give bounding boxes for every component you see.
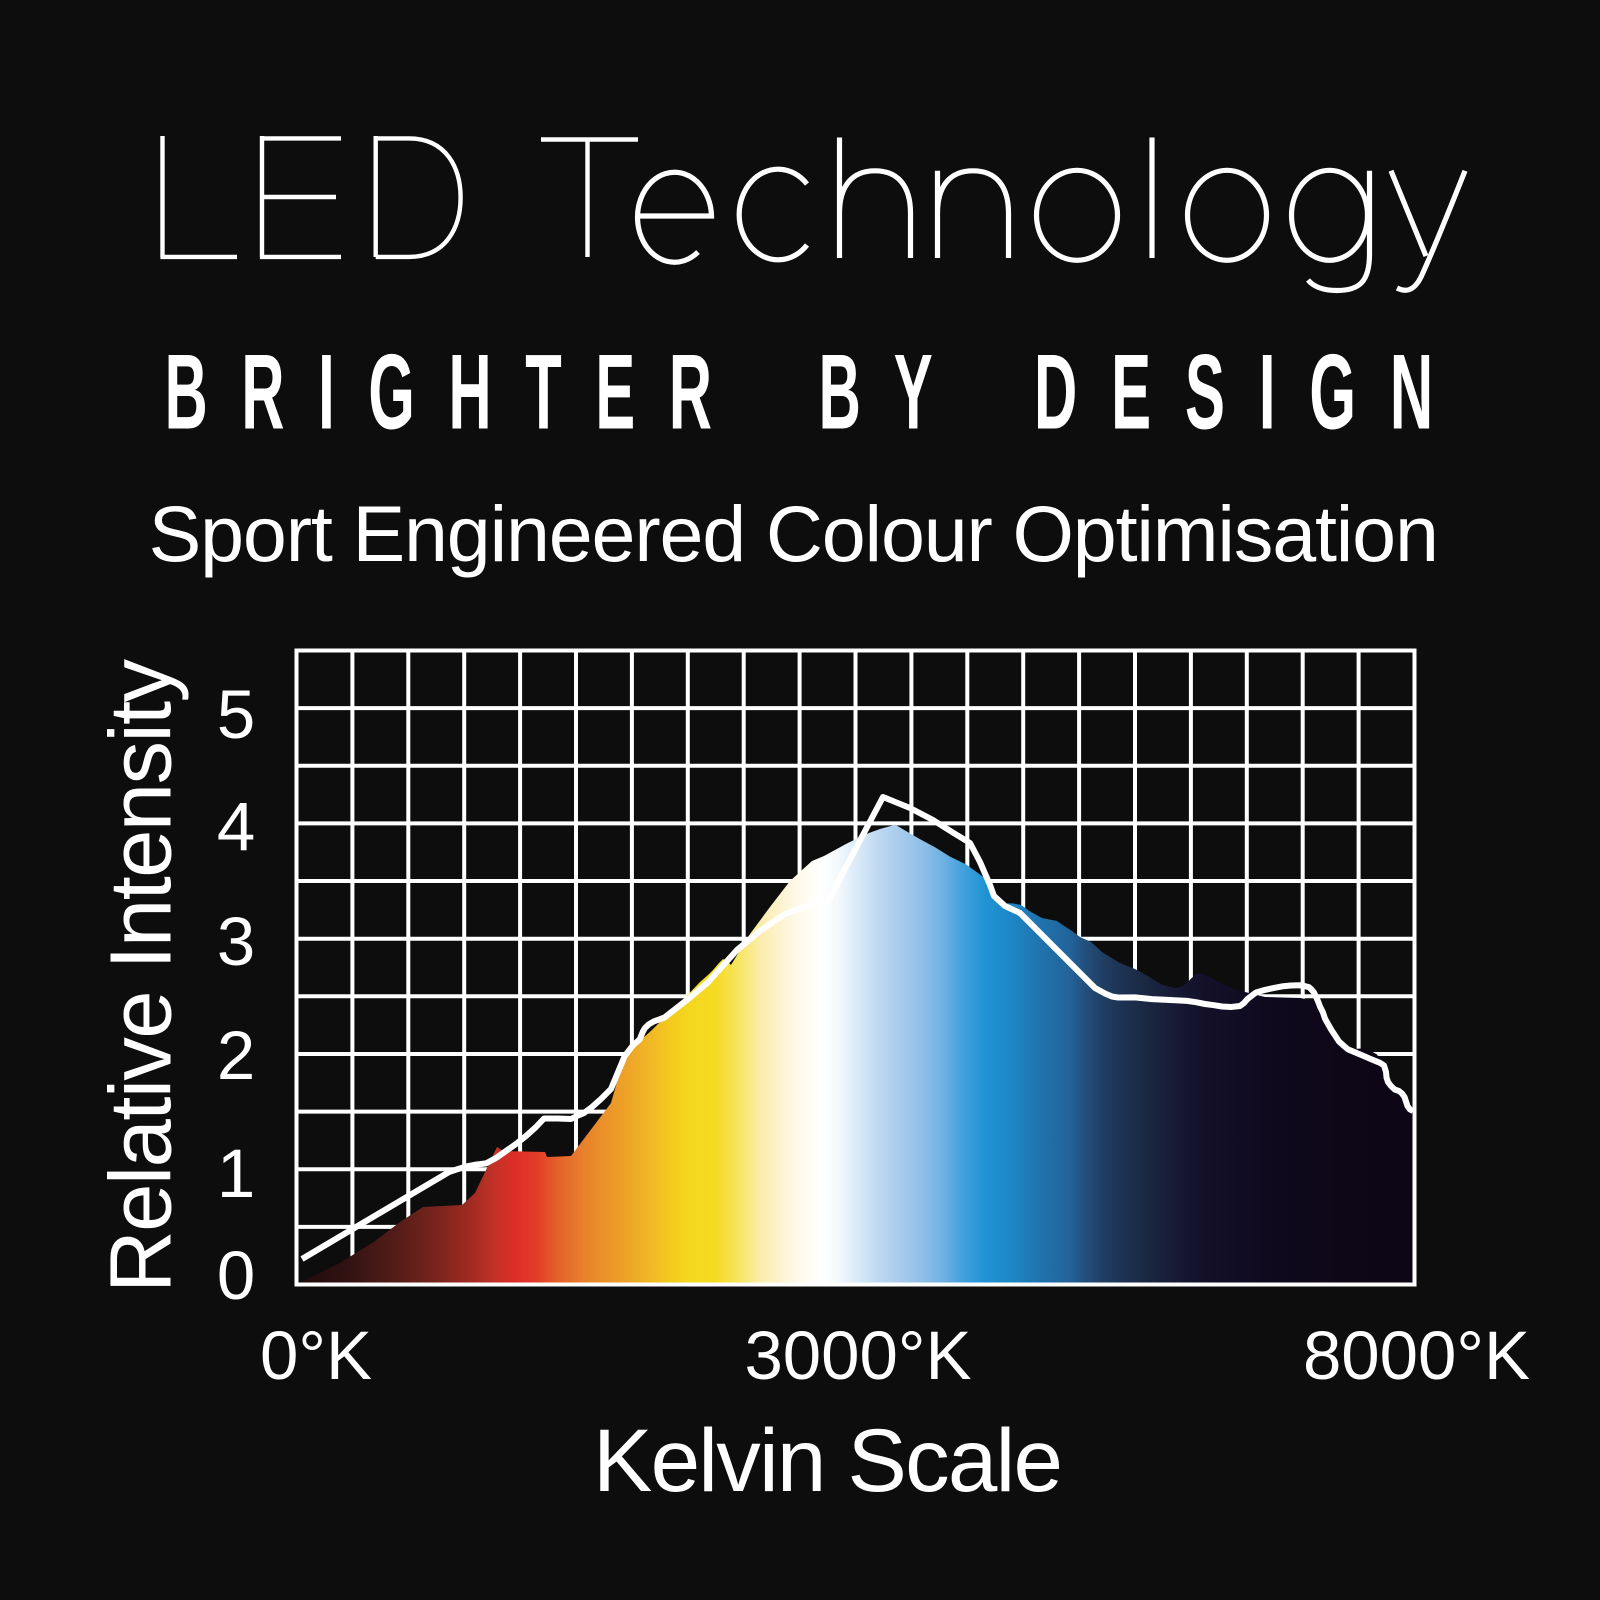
svg-text:Sport Engineered Colour Optimi: Sport Engineered Colour Optimisation <box>149 489 1439 578</box>
svg-text:0: 0 <box>217 1237 255 1314</box>
svg-text:5: 5 <box>217 676 255 753</box>
svg-text:4: 4 <box>217 788 255 865</box>
svg-text:1: 1 <box>217 1135 255 1212</box>
svg-text:BRIGHTER: BRIGHTER <box>165 332 746 452</box>
svg-text:Relative Intensity: Relative Intensity <box>93 659 190 1294</box>
svg-text:2: 2 <box>217 1017 255 1094</box>
svg-text:Kelvin Scale: Kelvin Scale <box>593 1410 1063 1510</box>
svg-text:DESIGN: DESIGN <box>1034 332 1467 452</box>
svg-text:3000°K: 3000°K <box>744 1317 971 1394</box>
svg-text:3: 3 <box>217 903 255 980</box>
svg-text:BY: BY <box>819 332 966 452</box>
svg-text:8000°K: 8000°K <box>1303 1317 1530 1394</box>
svg-text:0°K: 0°K <box>260 1317 372 1394</box>
